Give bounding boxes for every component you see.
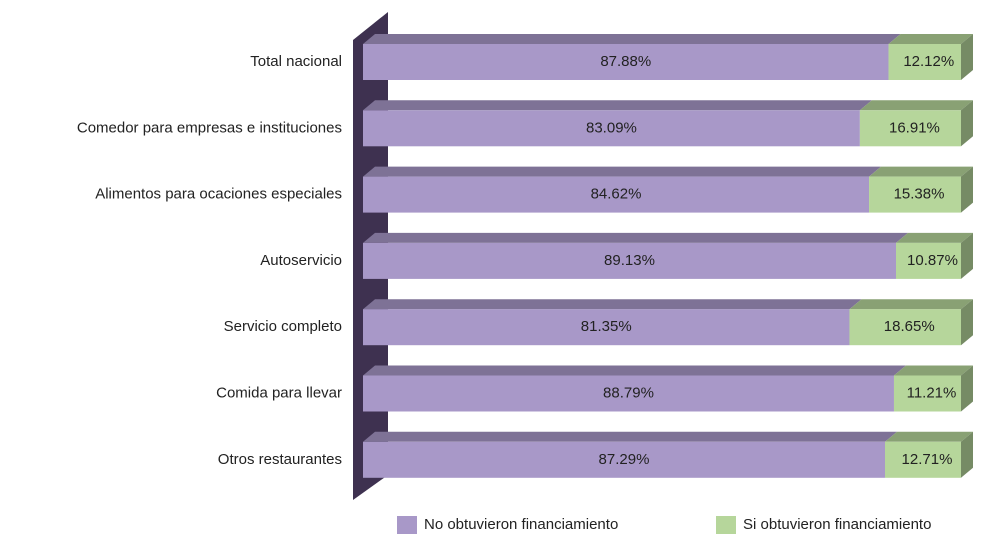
bar [893, 375, 961, 412]
bar-top [884, 431, 973, 442]
legend-label: No obtuvieron financiamiento [424, 516, 618, 533]
bar-side [961, 431, 973, 478]
bar [363, 441, 885, 478]
value-label: 15.38% [894, 186, 945, 203]
value-label: 12.71% [902, 451, 953, 468]
bar [888, 44, 961, 80]
value-label: 83.09% [586, 119, 637, 136]
bar [363, 375, 894, 412]
value-label: 16.91% [889, 119, 940, 136]
bar-side [961, 34, 973, 80]
bar [363, 309, 850, 346]
value-label: 87.29% [599, 451, 650, 468]
bar [859, 110, 961, 147]
value-label: 18.65% [884, 318, 935, 335]
value-label: 81.35% [581, 318, 632, 335]
legend-label: Si obtuvieron financiamiento [743, 516, 931, 533]
y-tick-label: Alimentos para ocaciones especiales [95, 186, 342, 203]
value-label: 89.13% [604, 252, 655, 269]
bar [363, 110, 860, 147]
bar-top [849, 299, 973, 310]
y-tick-label: Otros restaurantes [218, 451, 342, 468]
value-label: 87.88% [600, 53, 651, 70]
legend-swatch [716, 516, 736, 534]
bar [849, 309, 961, 346]
legend-swatch [397, 516, 417, 534]
bar-top [859, 100, 973, 111]
bar-top [869, 166, 973, 177]
bar-side [961, 100, 973, 147]
bar [363, 176, 870, 213]
bar-top [895, 232, 973, 243]
bar-top [893, 365, 973, 376]
bar [869, 176, 961, 213]
bar [884, 441, 961, 478]
bar-top [363, 365, 906, 376]
bar-top [363, 100, 872, 111]
value-label: 11.21% [907, 384, 957, 401]
y-tick-label: Total nacional [250, 53, 342, 70]
bar-side [961, 232, 973, 279]
y-tick-label: Autoservicio [260, 252, 342, 269]
bar-side [961, 365, 973, 412]
value-label: 88.79% [603, 384, 654, 401]
bar-top [363, 166, 882, 177]
bar [363, 242, 896, 279]
bar-top [363, 431, 897, 442]
y-tick-label: Comida para llevar [216, 384, 342, 401]
bar-side [961, 299, 973, 346]
y-tick-label: Servicio completo [224, 318, 342, 335]
y-tick-label: Comedor para empresas e instituciones [77, 119, 342, 136]
value-label: 12.12% [903, 53, 954, 70]
bar-top [363, 299, 862, 310]
bar [363, 44, 889, 80]
bar-top [888, 34, 973, 44]
value-label: 84.62% [591, 186, 642, 203]
bar-top [363, 34, 901, 44]
bar-side [961, 166, 973, 213]
bar-top [363, 232, 908, 243]
bar [895, 242, 961, 279]
value-label: 10.87% [907, 252, 958, 269]
